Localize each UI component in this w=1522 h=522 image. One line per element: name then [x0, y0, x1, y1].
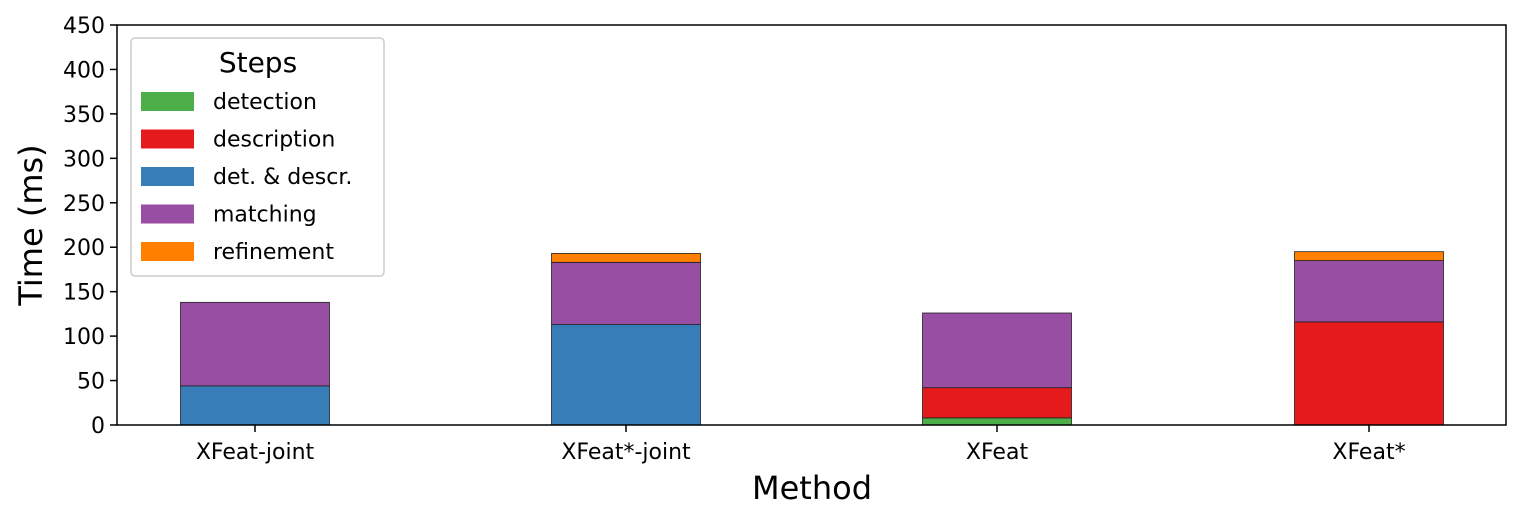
y-axis: 0 50 100 150 200 250 300 350 400 450 [63, 14, 117, 439]
y-tick-label: 50 [77, 370, 105, 395]
bar-segment-det-descr-2 [551, 324, 701, 426]
bar-segment-matching-2 [551, 261, 701, 325]
y-tick-label: 300 [63, 147, 105, 172]
x-axis: XFeat-joint XFeat*-joint XFeat XFeat* [196, 425, 1406, 465]
bar-segment-refinement-4 [1294, 251, 1444, 261]
bar-segment-description-3 [922, 387, 1072, 419]
plot-frame [116, 24, 1507, 426]
legend-swatch [141, 129, 194, 149]
legend: Steps detection description det. & descr. m… [130, 37, 385, 277]
legend-swatch [141, 92, 194, 111]
legend-label: description [213, 128, 335, 153]
bar-segment-matching-3 [922, 312, 1072, 389]
y-tick-label: 350 [63, 103, 105, 128]
legend-label: detection [213, 90, 317, 115]
legend-swatch [141, 167, 194, 186]
legend-box [130, 37, 385, 277]
y-tick-label: 200 [63, 236, 105, 261]
bars-layer [180, 251, 1444, 426]
y-tick-label: 100 [63, 325, 105, 350]
x-tick-label: XFeat-joint [196, 440, 315, 465]
y-tick-label: 150 [63, 281, 105, 306]
bar-segment-detection-3 [922, 417, 1072, 426]
x-axis-title: Method [752, 469, 872, 507]
bar-segment-refinement-2 [551, 253, 701, 263]
y-tick-label: 450 [63, 14, 105, 39]
x-tick-label: XFeat*-joint [561, 440, 691, 465]
y-tick-label: 400 [63, 58, 105, 83]
legend-label: det. & descr. [213, 165, 352, 190]
bar-segment-matching-4 [1294, 260, 1444, 323]
legend-swatch [141, 204, 194, 224]
legend-label: matching [213, 203, 317, 228]
x-tick-label: XFeat [966, 440, 1029, 465]
legend-swatch [141, 242, 194, 261]
legend-title: Steps [219, 46, 297, 79]
y-tick-label: 250 [63, 192, 105, 217]
legend-items: detection description det. & descr. matchin… [141, 90, 352, 265]
x-tick-label: XFeat* [1332, 440, 1405, 465]
y-tick-label: 0 [91, 414, 105, 439]
bar-segment-matching-1 [180, 301, 330, 387]
legend-label: refinement [213, 240, 334, 265]
bar-segment-description-4 [1294, 321, 1444, 426]
y-axis-title: Time (ms) [12, 144, 50, 306]
bar-segment-det-descr-1 [180, 385, 330, 426]
